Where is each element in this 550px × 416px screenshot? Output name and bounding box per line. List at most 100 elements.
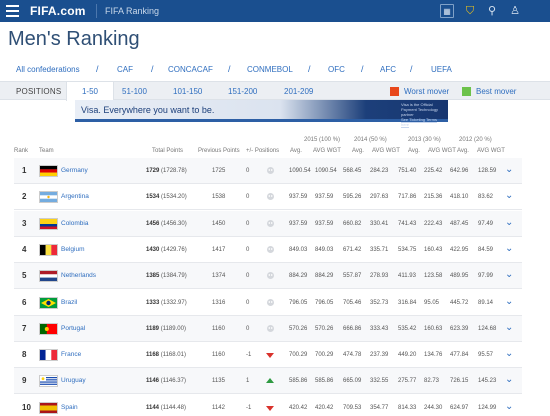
chevron-down-icon[interactable]: ⌄ (505, 269, 514, 281)
table-row[interactable]: 9 Uruguay 1146 (1146.37) 1135 1 585.86 585.86 6… (14, 368, 522, 395)
avg-2014: 705.46 (343, 299, 362, 306)
avg-wgt-2013: 222.43 (424, 220, 443, 227)
total-points-exact: (1534.20) (161, 194, 187, 201)
flag-icon (39, 191, 58, 204)
no-change-icon (267, 193, 274, 201)
arrow-down-icon (266, 353, 274, 359)
avg-wgt-2015: 700.29 (315, 352, 334, 359)
team-link[interactable]: Spain (61, 403, 78, 411)
team-link[interactable]: Portugal (61, 324, 86, 332)
chevron-down-icon[interactable]: ⌄ (505, 400, 514, 412)
avg-wgt-2013: 123.58 (424, 273, 443, 280)
team-link[interactable]: Brazil (61, 298, 78, 306)
team-link[interactable]: Argentina (61, 193, 89, 201)
confed-caf[interactable]: CAF (117, 65, 133, 74)
tab-151-200[interactable]: 151-200 (228, 87, 258, 96)
tab-51-100[interactable]: 51-100 (122, 87, 147, 96)
chevron-down-icon[interactable]: ⌄ (505, 164, 514, 175)
header-team: Team (39, 148, 54, 154)
total-points: 1144 (1144.48) (146, 405, 186, 411)
avg-wgt-2015: 849.03 (315, 246, 334, 253)
confed-afc[interactable]: AFC (380, 65, 396, 74)
team-link[interactable]: Belgium (61, 245, 85, 253)
avg-wgt-2013: 225.42 (424, 168, 443, 174)
table-row[interactable]: 6 Brazil 1333 (1332.97) 1316 0 796.05 796.05 70… (14, 289, 522, 316)
confed-concacaf[interactable]: CONCACAF (168, 65, 213, 74)
team-link[interactable]: Germany (61, 167, 88, 174)
team-link[interactable]: Colombia (61, 219, 89, 227)
avg-2012: 487.45 (450, 220, 469, 227)
header-avg: Avg. (457, 148, 469, 154)
confed-conmebol[interactable]: CONMEBOL (247, 65, 293, 74)
chevron-down-icon[interactable]: ⌄ (505, 242, 514, 254)
cart-icon[interactable]: ⛉ (465, 5, 475, 17)
divider: / (361, 64, 364, 74)
total-points: 1729 (1728.78) (146, 168, 187, 174)
avg-2012: 726.15 (450, 378, 469, 385)
arrow-down-icon (266, 405, 274, 411)
table-row[interactable]: 1 Germany 1729 (1728.78) 1725 0 1090.54 1090.5… (14, 158, 522, 184)
position-change: -1 (246, 352, 252, 359)
user-icon[interactable]: ♙ (510, 5, 520, 17)
avg-2013: 535.42 (398, 325, 417, 332)
fifa-logo[interactable]: FIFA.com (30, 4, 86, 18)
header-rank: Rank (14, 148, 29, 154)
avg-2012: 489.95 (450, 273, 469, 280)
page-title: Men's Ranking (8, 28, 140, 50)
avg-2012: 477.84 (450, 352, 469, 359)
team-link[interactable]: France (61, 351, 82, 359)
chevron-down-icon[interactable]: ⌄ (505, 321, 514, 333)
confed-all[interactable]: All confederations (16, 65, 80, 74)
avg-wgt-2015: 884.29 (315, 273, 334, 280)
breadcrumb[interactable]: FIFA Ranking (105, 6, 160, 16)
position-change: -1 (246, 404, 252, 411)
menu-icon[interactable] (6, 5, 19, 17)
chevron-down-icon[interactable]: ⌄ (505, 190, 514, 202)
confed-ofc[interactable]: OFC (328, 65, 345, 74)
avg-wgt-2014: 297.63 (370, 194, 389, 201)
total-points-exact: (1384.79) (161, 273, 187, 280)
total-points-value: 1189 (146, 325, 160, 332)
avg-wgt-2014: 237.39 (370, 352, 389, 359)
confed-uefa[interactable]: UEFA (431, 65, 452, 74)
table-row[interactable]: 3 Colombia 1456 (1456.30) 1450 0 937.59 937.59… (14, 210, 522, 237)
previous-points: 1538 (212, 194, 226, 201)
ranking-icon[interactable]: ▦ (440, 4, 454, 18)
tab-1-50[interactable]: 1-50 (66, 82, 114, 101)
avg-wgt-2015: 585.86 (315, 378, 334, 385)
previous-points: 1160 (212, 352, 225, 359)
rank-cell: 9 (22, 376, 27, 386)
chevron-down-icon[interactable]: ⌄ (505, 348, 514, 360)
ad-banner[interactable]: Visa. Everywhere you want to be. Visa is… (75, 100, 448, 127)
positions-label: POSITIONS (16, 87, 62, 96)
avg-wgt-2013: 215.36 (424, 194, 443, 201)
team-link[interactable]: Uruguay (61, 377, 86, 385)
table-row[interactable]: 8 France 1168 (1168.01) 1160 -1 700.29 700.29 4… (14, 342, 522, 369)
avg-2015: 1090.54 (289, 168, 311, 174)
rank-cell: 4 (22, 244, 27, 254)
avg-wgt-2013: 95.05 (424, 299, 440, 306)
header-avg: Avg. (290, 148, 302, 154)
table-row[interactable]: 10 Spain 1144 (1144.48) 1142 -1 420.42 420.42 7… (14, 394, 522, 416)
table-row[interactable]: 2 Argentina 1534 (1534.20) 1538 0 937.59 937.5… (14, 184, 522, 211)
chevron-down-icon[interactable]: ⌄ (505, 295, 514, 307)
divider: / (151, 64, 154, 74)
positions-bar: POSITIONS 1-50 51-100 101-150 151-200 20… (0, 81, 550, 101)
position-change: 1 (246, 378, 250, 385)
avg-wgt-2013: 160.63 (424, 325, 443, 332)
team-link[interactable]: Netherlands (61, 272, 97, 280)
tab-201-209[interactable]: 201-209 (284, 87, 314, 96)
chevron-down-icon[interactable]: ⌄ (505, 216, 514, 228)
search-icon[interactable]: ⚲ (487, 5, 497, 17)
divider (96, 4, 97, 18)
no-change-icon (267, 272, 274, 280)
table-row[interactable]: 4 Belgium 1430 (1429.76) 1417 0 849.03 849.03 6… (14, 236, 522, 263)
chevron-down-icon[interactable]: ⌄ (505, 374, 514, 386)
table-row[interactable]: 7 Portugal 1189 (1189.00) 1160 0 570.26 570.26… (14, 315, 522, 342)
tab-101-150[interactable]: 101-150 (173, 87, 203, 96)
table-row[interactable]: 5 Netherlands 1385 (1384.79) 1374 0 884.29 884… (14, 263, 522, 290)
avg-2012: 642.96 (450, 168, 469, 174)
total-points: 1456 (1456.30) (146, 221, 187, 227)
header-avg-wgt: AVG WGT (428, 148, 456, 154)
total-points-value: 1430 (146, 246, 160, 253)
